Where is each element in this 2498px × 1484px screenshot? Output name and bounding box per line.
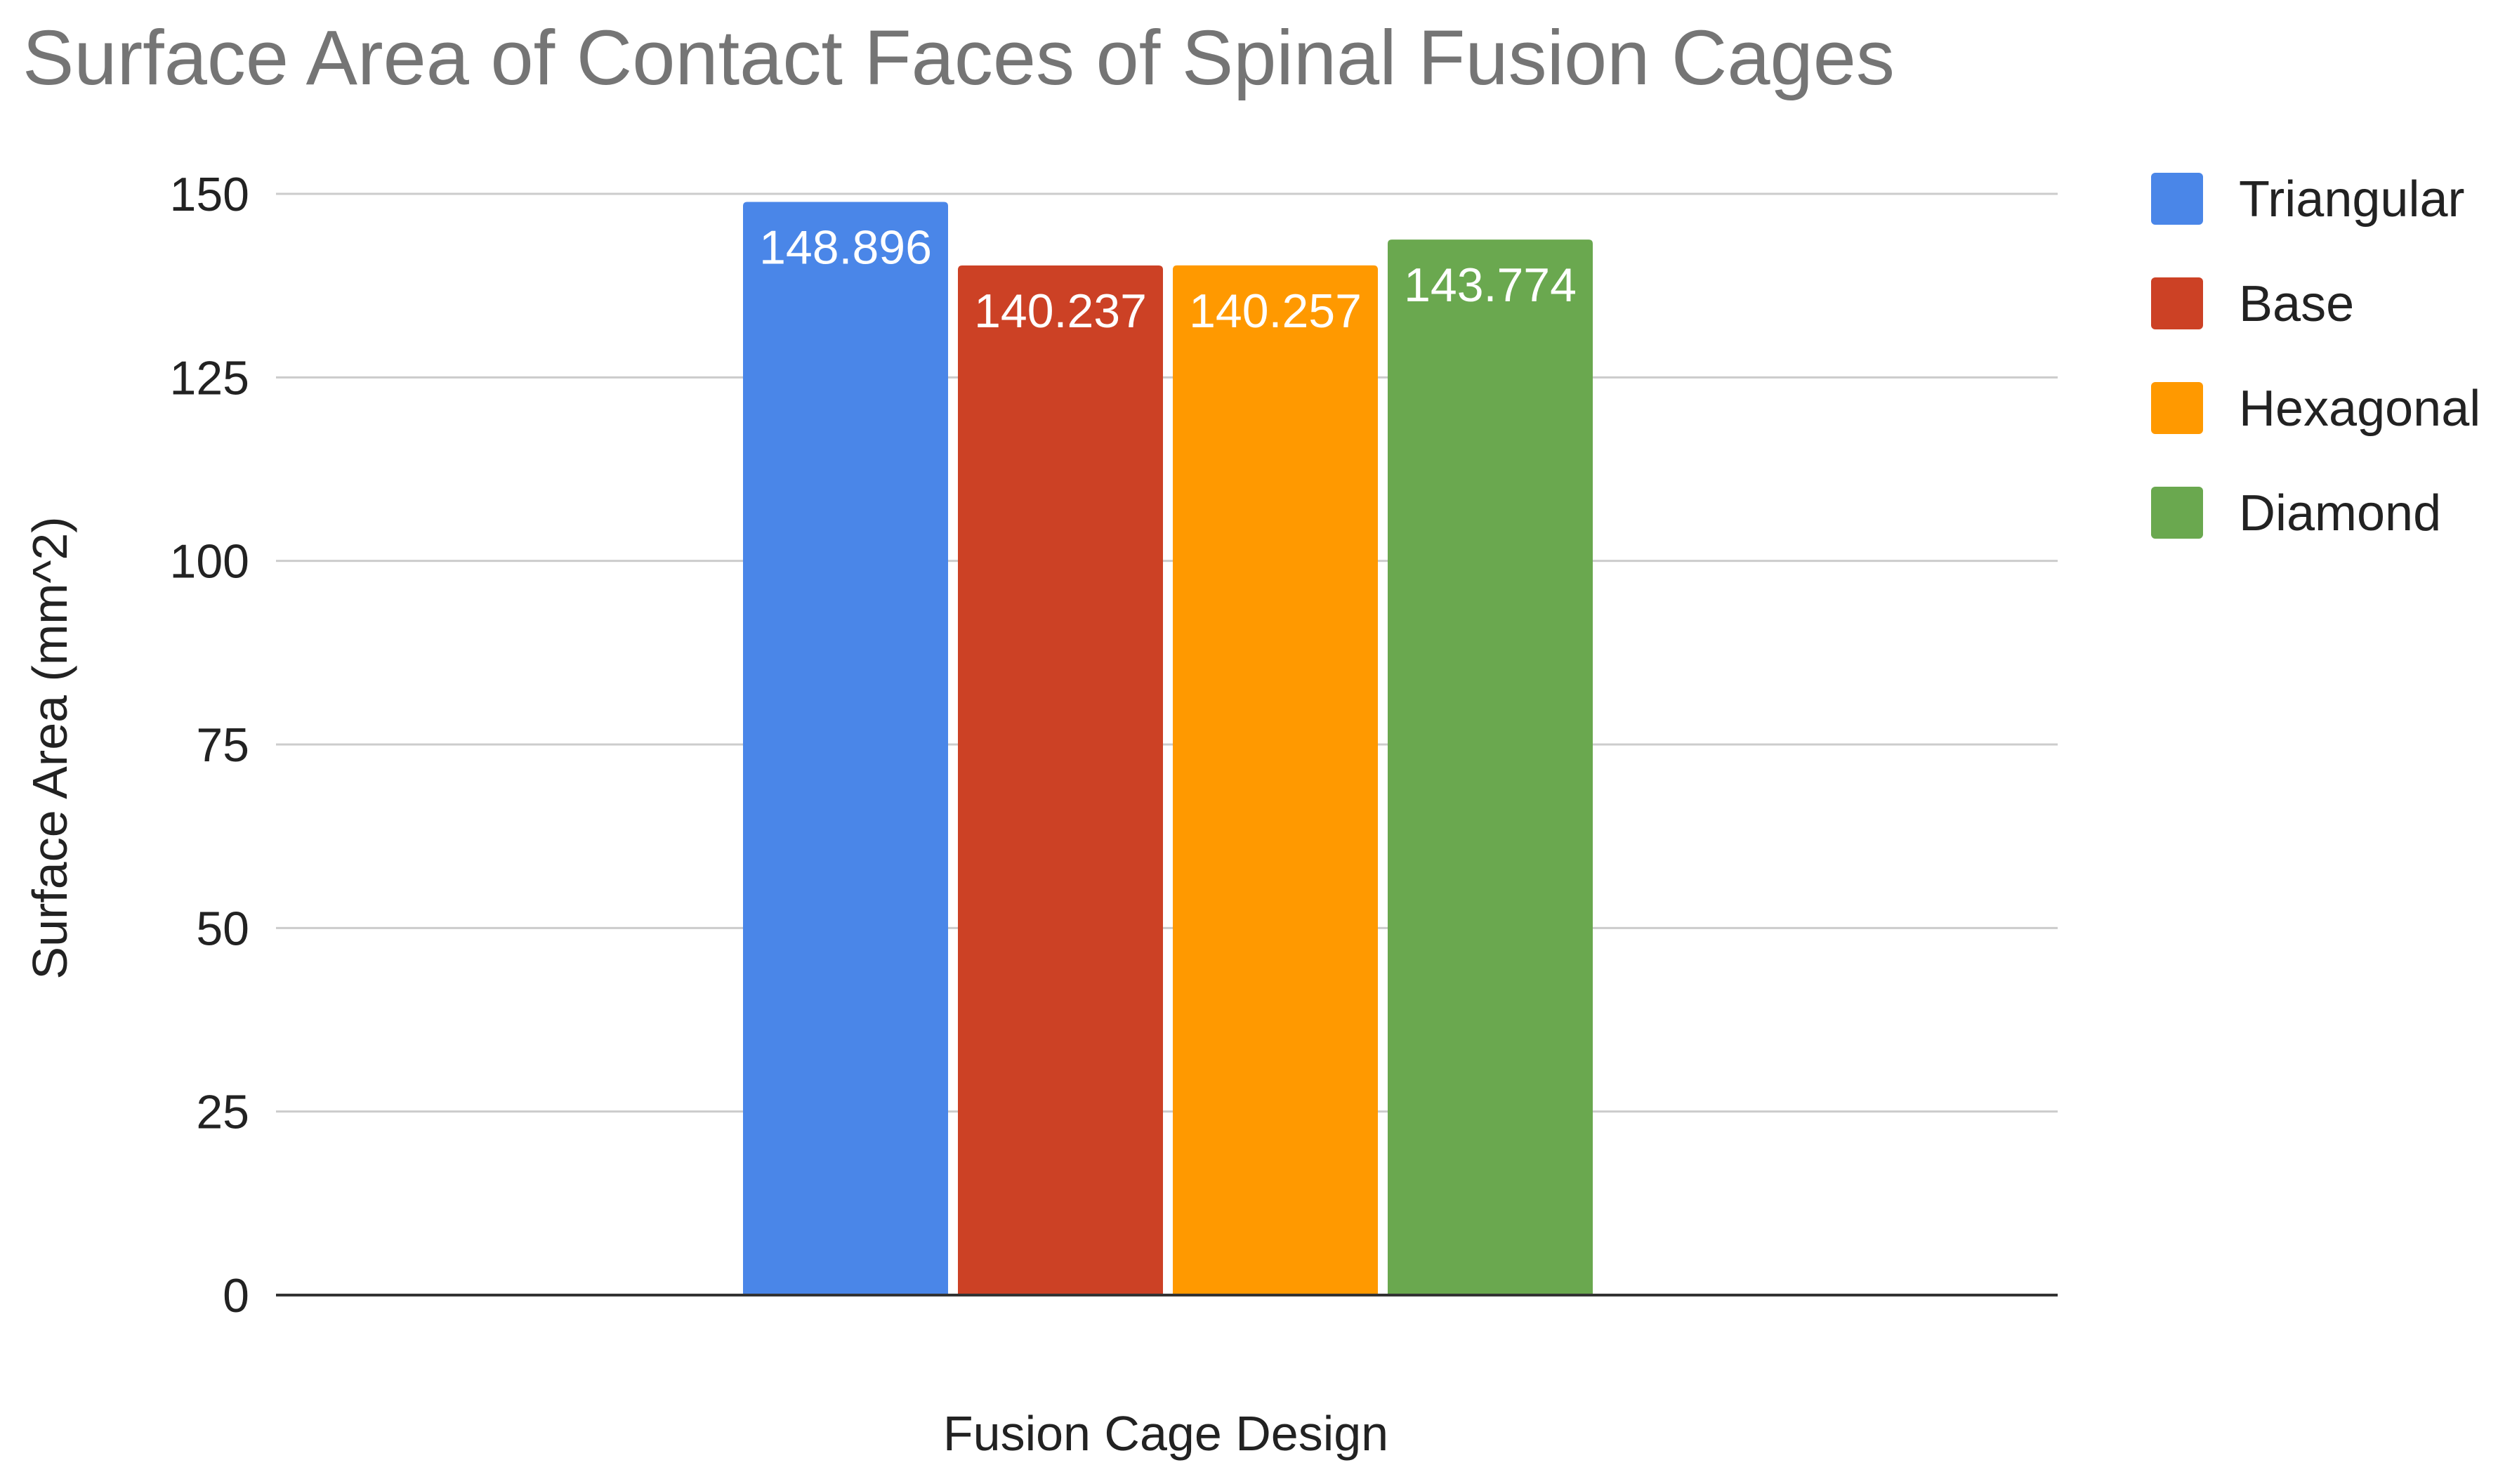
y-tick-label: 50 [196,902,249,955]
legend: Triangular Base Hexagonal Diamond [2151,171,2480,541]
bar-hexagonal [1173,265,1378,1296]
x-axis-title: Fusion Cage Design [943,1406,1388,1461]
y-tick-label: 25 [196,1086,249,1139]
y-tick-label: 125 [170,351,249,405]
y-axis-title: Surface Area (mm^2) [22,516,77,979]
bar-base [958,265,1163,1295]
legend-swatch [2151,382,2203,434]
legend-swatch [2151,277,2203,329]
bars [743,202,1593,1296]
legend-item: Base [2151,276,2354,332]
chart-title: Surface Area of Contact Faces of Spinal … [22,15,1895,101]
y-axis-ticks: 0 25 50 75 100 125 150 [170,168,249,1322]
bar-value-label: 140.257 [1189,284,1362,338]
legend-swatch [2151,173,2203,225]
legend-label: Diamond [2239,485,2441,541]
legend-label: Triangular [2239,171,2464,228]
legend-swatch [2151,487,2203,539]
legend-label: Base [2239,276,2354,332]
gridlines [276,192,2058,1113]
y-tick-label: 0 [223,1269,249,1322]
bar-diamond [1388,239,1593,1295]
bar-value-label: 148.896 [759,221,932,275]
y-tick-label: 100 [170,535,249,589]
legend-item: Hexagonal [2151,381,2480,437]
bar-value-label: 140.237 [974,284,1147,338]
y-tick-label: 150 [170,168,249,221]
bar-value-label: 143.774 [1404,258,1577,312]
y-tick-label: 75 [196,718,249,772]
bar-triangular [743,202,948,1295]
legend-item: Diamond [2151,485,2441,541]
bar-data-labels: 148.896 140.237 140.257 143.774 [759,221,1577,339]
legend-item: Triangular [2151,171,2464,228]
legend-label: Hexagonal [2239,381,2480,437]
